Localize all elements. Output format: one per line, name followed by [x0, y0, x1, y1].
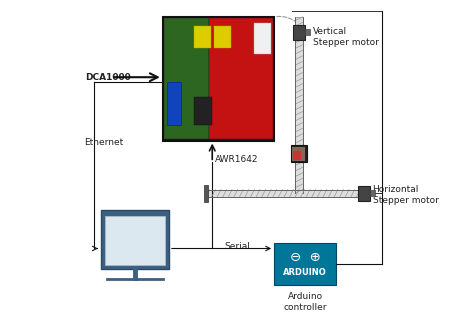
FancyBboxPatch shape — [293, 151, 301, 160]
FancyBboxPatch shape — [295, 17, 302, 193]
FancyBboxPatch shape — [305, 29, 310, 36]
Text: ARDUINO: ARDUINO — [283, 268, 327, 277]
FancyBboxPatch shape — [214, 26, 231, 48]
Text: Serial: Serial — [207, 121, 233, 130]
FancyBboxPatch shape — [291, 145, 307, 162]
FancyBboxPatch shape — [164, 18, 209, 139]
FancyBboxPatch shape — [292, 146, 305, 161]
Text: AWR1642: AWR1642 — [215, 155, 259, 164]
Text: Ethernet: Ethernet — [84, 138, 123, 147]
Text: Vertical
Stepper motor: Vertical Stepper motor — [313, 27, 379, 47]
FancyBboxPatch shape — [274, 243, 336, 285]
FancyBboxPatch shape — [293, 25, 305, 40]
FancyBboxPatch shape — [204, 184, 208, 202]
FancyBboxPatch shape — [206, 190, 358, 197]
FancyBboxPatch shape — [167, 82, 181, 125]
Text: Horizontal
Stepper motor: Horizontal Stepper motor — [373, 185, 438, 204]
Text: ⊖  ⊕: ⊖ ⊕ — [290, 251, 320, 264]
FancyBboxPatch shape — [194, 26, 211, 48]
FancyBboxPatch shape — [370, 190, 375, 196]
Text: DCA1000: DCA1000 — [85, 73, 131, 82]
FancyBboxPatch shape — [163, 17, 274, 141]
FancyBboxPatch shape — [209, 18, 273, 139]
FancyBboxPatch shape — [358, 185, 370, 201]
FancyBboxPatch shape — [101, 210, 169, 269]
Text: PC: PC — [127, 233, 143, 246]
FancyBboxPatch shape — [194, 97, 212, 125]
Text: Arduino
controller: Arduino controller — [283, 292, 327, 312]
FancyBboxPatch shape — [105, 216, 165, 265]
Text: Serial: Serial — [224, 242, 250, 250]
FancyBboxPatch shape — [254, 23, 271, 54]
